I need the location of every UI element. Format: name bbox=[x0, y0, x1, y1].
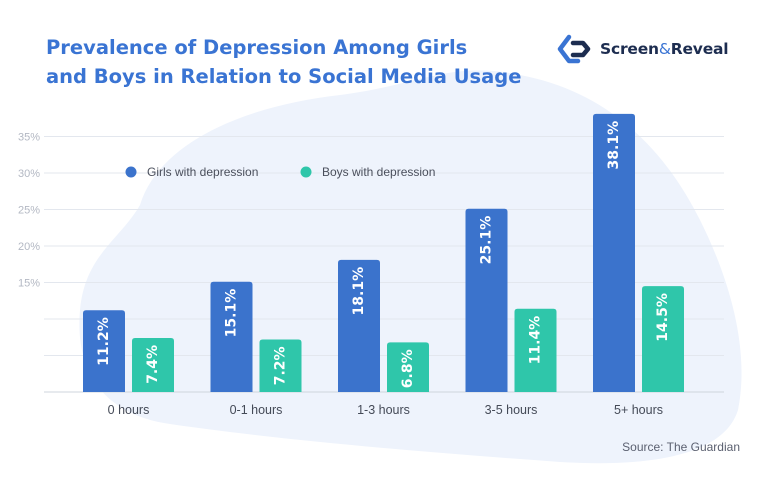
bar-boys bbox=[259, 339, 302, 392]
x-category-label: 0 hours bbox=[108, 403, 150, 417]
chart-bars: 11.2% 7.4% 15.1% 7.2% 18.1% 6.8% 25.1% 11.4% 38.… bbox=[83, 113, 684, 393]
bar-value-label: 38.1% bbox=[606, 121, 622, 170]
brand-name-part-1: Screen bbox=[600, 40, 659, 58]
bar-value-label: 25.1% bbox=[479, 216, 495, 265]
legend-marker-girls bbox=[125, 166, 137, 178]
bar-boys bbox=[514, 308, 557, 392]
y-tick-label: 30% bbox=[18, 168, 40, 180]
screen-and-reveal-logo-icon bbox=[557, 34, 591, 64]
bar-value-label: 14.5% bbox=[655, 293, 671, 342]
chart-title-line-2: and Boys in Relation to Social Media Usa… bbox=[46, 65, 522, 88]
bar-value-label: 11.4% bbox=[528, 316, 544, 365]
y-tick-label: 25% bbox=[18, 205, 40, 217]
legend-marker-boys bbox=[300, 166, 312, 178]
y-axis-tick-labels: 15% 20% 25% 30% 35% bbox=[18, 132, 40, 290]
bar-boys bbox=[387, 342, 429, 392]
chart-title-line-1: Prevalence of Depression Among Girls bbox=[46, 36, 468, 59]
x-category-label: 5+ hours bbox=[614, 403, 663, 417]
bar-value-label: 18.1% bbox=[351, 267, 367, 316]
bar-girls bbox=[338, 259, 380, 392]
bar-girls bbox=[83, 310, 125, 392]
chart-title: Prevalence of Depression Among Girls and… bbox=[46, 33, 546, 91]
source-note: Source: The Guardian bbox=[622, 440, 740, 454]
y-tick-label: 20% bbox=[18, 241, 40, 253]
y-tick-label: 35% bbox=[18, 132, 40, 144]
brand-ampersand: & bbox=[658, 40, 671, 58]
x-category-label: 0-1 hours bbox=[230, 403, 283, 417]
x-axis-category-labels: 0 hours 0-1 hours 1-3 hours 3-5 hours 5+ hou… bbox=[108, 403, 663, 417]
bar-value-label: 7.2% bbox=[273, 346, 289, 385]
brand-name: Screen&Reveal bbox=[600, 40, 729, 58]
bar-girls bbox=[593, 113, 635, 393]
x-category-label: 1-3 hours bbox=[357, 403, 410, 417]
x-category-label: 3-5 hours bbox=[485, 403, 538, 417]
bar-girls bbox=[465, 208, 508, 392]
y-tick-label: 15% bbox=[18, 278, 40, 290]
bar-girls bbox=[210, 281, 253, 392]
legend-label-girls: Girls with depression bbox=[147, 165, 258, 179]
bar-value-label: 11.2% bbox=[96, 317, 112, 366]
bar-value-label: 15.1% bbox=[224, 289, 240, 338]
bar-boys bbox=[642, 286, 684, 392]
bar-value-label: 7.4% bbox=[145, 345, 161, 384]
bar-boys bbox=[132, 337, 174, 392]
chart-legend: Girls with depression Boys with depressio… bbox=[125, 165, 435, 179]
brand-logo: Screen&Reveal bbox=[556, 33, 729, 65]
brand-name-part-2: Reveal bbox=[670, 40, 729, 58]
legend-label-boys: Boys with depression bbox=[322, 165, 435, 179]
bar-value-label: 6.8% bbox=[400, 349, 416, 388]
